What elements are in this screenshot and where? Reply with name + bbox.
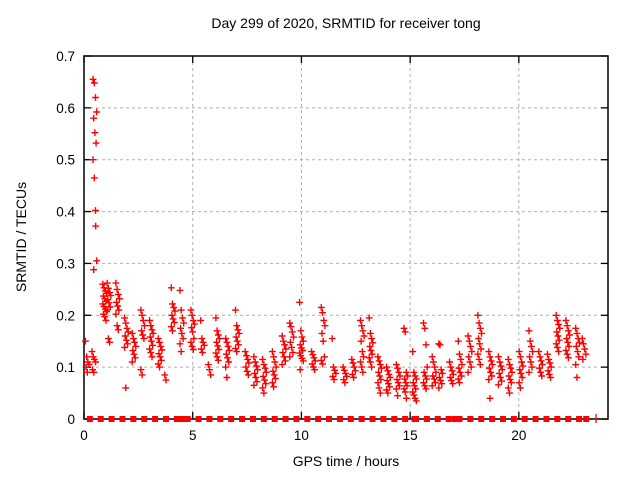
svg-text:0.2: 0.2 xyxy=(56,308,75,323)
svg-text:20: 20 xyxy=(511,428,526,443)
svg-text:0.4: 0.4 xyxy=(56,205,75,220)
svg-text:0.6: 0.6 xyxy=(56,101,75,116)
y-tick-labels: 0 0.1 0.2 0.3 0.4 0.5 0.6 0.7 xyxy=(56,49,75,427)
y-axis-label: SRMTID / TECUs xyxy=(13,181,29,293)
zero-square-markers xyxy=(86,416,590,422)
gridlines xyxy=(84,56,608,419)
plot-frame xyxy=(83,55,609,420)
scatter-points xyxy=(82,75,590,405)
svg-text:0.3: 0.3 xyxy=(56,256,75,271)
svg-text:0.7: 0.7 xyxy=(56,49,75,64)
svg-text:0: 0 xyxy=(80,428,88,443)
chart-title: Day 299 of 2020, SRMTID for receiver ton… xyxy=(211,15,481,31)
svg-text:0.1: 0.1 xyxy=(56,360,75,375)
tick-marks xyxy=(83,55,608,420)
svg-text:15: 15 xyxy=(403,428,418,443)
svg-text:5: 5 xyxy=(189,428,197,443)
x-axis-label: GPS time / hours xyxy=(292,453,400,469)
svg-text:0.5: 0.5 xyxy=(56,153,75,168)
x-tick-labels: 0 5 10 15 20 xyxy=(80,428,526,443)
svg-text:0: 0 xyxy=(67,412,75,427)
svg-text:10: 10 xyxy=(294,428,309,443)
